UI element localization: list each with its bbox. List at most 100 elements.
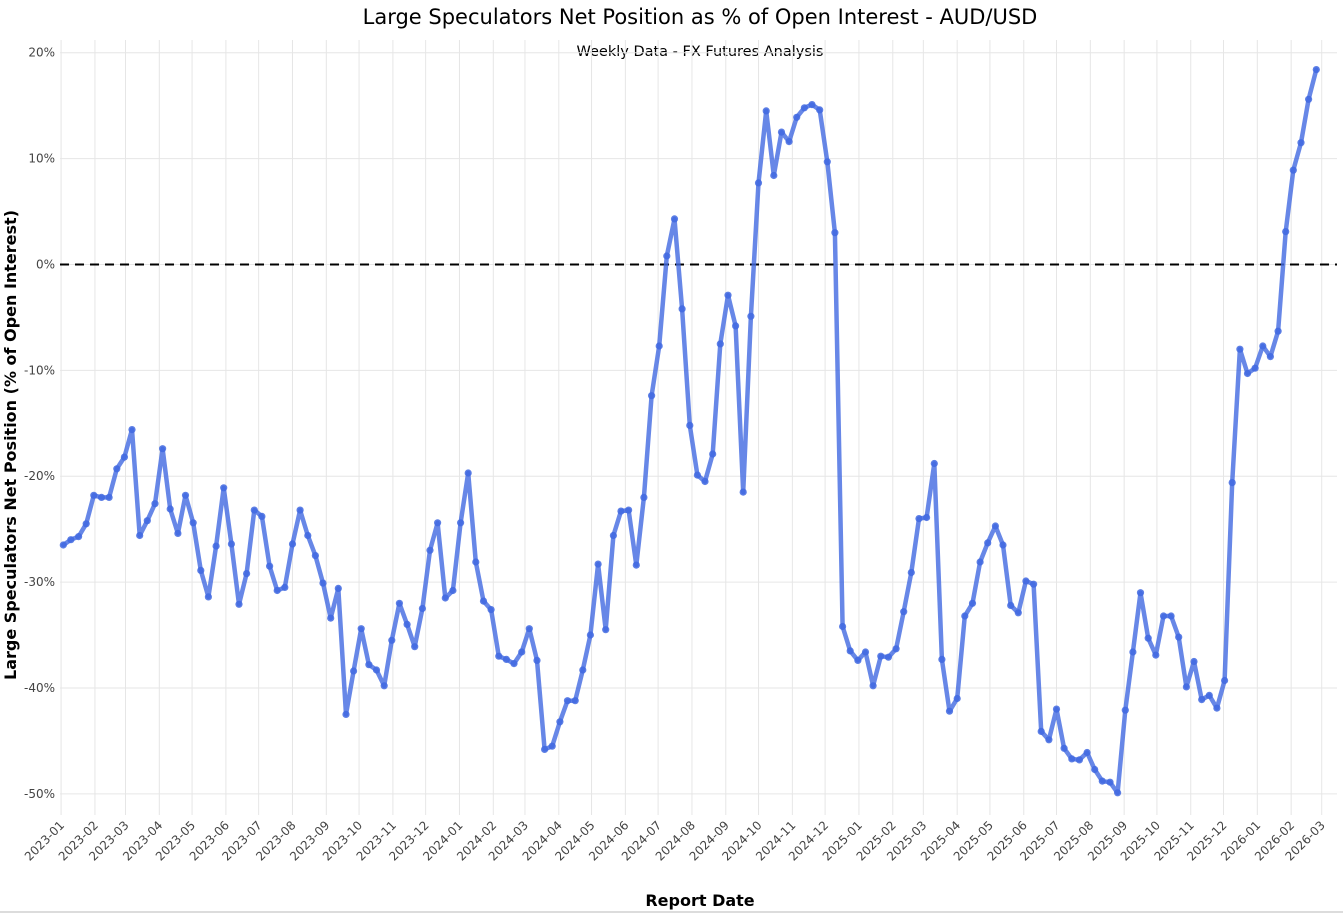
data-point (861, 648, 870, 656)
data-point (670, 215, 679, 223)
data-point (97, 493, 106, 501)
data-point (716, 340, 724, 348)
data-point (1221, 676, 1229, 685)
data-point (75, 533, 83, 541)
data-point (220, 484, 228, 492)
data-point (120, 453, 128, 461)
data-point (533, 656, 541, 665)
data-point (357, 625, 365, 633)
data-point (1175, 633, 1183, 641)
data-point (1274, 327, 1282, 335)
data-point (877, 652, 885, 660)
data-point (487, 606, 495, 614)
chart-title: Large Speculators Net Position as % of O… (363, 5, 1038, 29)
data-point (525, 625, 533, 633)
data-point (953, 694, 961, 703)
y-tick-label: -40% (24, 681, 55, 695)
data-point (739, 488, 747, 496)
data-point (1068, 755, 1076, 763)
data-point (1205, 691, 1213, 700)
data-point (227, 540, 235, 548)
data-point (388, 636, 396, 644)
data-point (617, 507, 625, 515)
data-point (1136, 589, 1145, 597)
data-point (1243, 369, 1252, 378)
data-point (1144, 634, 1152, 642)
data-point (204, 593, 212, 601)
data-point (441, 594, 449, 602)
data-point (1091, 765, 1099, 774)
data-point (159, 445, 167, 453)
data-point (915, 515, 923, 523)
data-point (59, 541, 67, 549)
data-point (1266, 353, 1274, 361)
data-point (770, 171, 778, 180)
x-axis-label: Report Date (645, 891, 754, 910)
data-point (907, 568, 915, 577)
data-point (548, 742, 556, 750)
data-point (892, 645, 900, 653)
data-point (854, 656, 862, 665)
data-point (968, 599, 977, 607)
data-point (823, 158, 831, 166)
data-point (128, 426, 136, 434)
data-point (930, 459, 938, 468)
data-point (1030, 580, 1038, 588)
data-point (701, 477, 709, 486)
grid (60, 40, 1337, 815)
data-point (1037, 727, 1045, 736)
data-point (403, 620, 411, 629)
data-point (426, 546, 434, 554)
data-point (151, 500, 159, 508)
data-point (288, 540, 297, 548)
data-point (258, 512, 266, 521)
data-point (923, 513, 931, 522)
data-point (395, 599, 403, 607)
data-point (846, 647, 854, 655)
data-point (793, 113, 801, 121)
data-point (1159, 612, 1168, 620)
data-point (808, 101, 816, 109)
data-point (334, 584, 342, 593)
data-point (984, 539, 992, 547)
y-tick-label: 20% (28, 46, 55, 60)
data-point (602, 626, 610, 634)
data-point (518, 648, 526, 656)
data-point (632, 561, 640, 569)
data-point (82, 520, 90, 528)
data-point (586, 631, 595, 639)
data-point (678, 305, 686, 313)
data-point (747, 312, 755, 320)
data-point (754, 179, 763, 187)
data-point (579, 666, 587, 674)
data-point (1312, 66, 1320, 74)
data-point (342, 710, 350, 719)
data-point (181, 491, 190, 499)
data-point (945, 707, 954, 715)
data-point (571, 697, 579, 705)
data-point (411, 643, 419, 651)
data-point (777, 128, 786, 136)
data-point (434, 519, 442, 527)
data-point (296, 506, 304, 514)
data-point (1075, 756, 1083, 764)
data-point (1060, 744, 1068, 752)
data-point (464, 469, 472, 477)
data-point (869, 682, 877, 690)
y-tick-label: 10% (28, 152, 55, 166)
data-point (556, 718, 564, 726)
data-point (1228, 479, 1236, 487)
data-point (1098, 777, 1106, 785)
y-tick-label: -30% (24, 575, 55, 589)
y-tick-label: 0% (36, 257, 55, 271)
data-point (250, 506, 258, 514)
data-point (976, 558, 984, 566)
data-point (1129, 648, 1137, 656)
data-point (563, 697, 572, 705)
data-point (724, 291, 732, 299)
data-point (961, 612, 969, 620)
data-point (1114, 789, 1122, 797)
data-point (732, 322, 740, 330)
